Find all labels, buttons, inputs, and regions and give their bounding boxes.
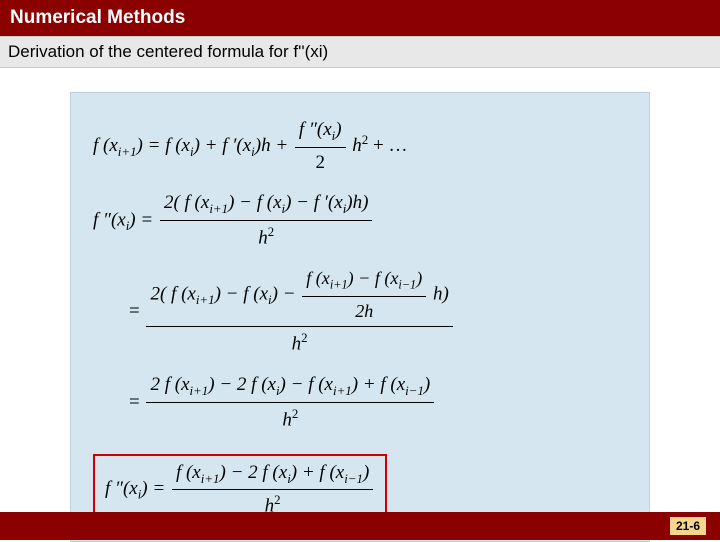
slide-title: Numerical Methods	[10, 7, 185, 29]
subheader-text: Derivation of the centered formula for f…	[8, 42, 328, 62]
slide-subheader: Derivation of the centered formula for f…	[0, 36, 720, 68]
equation-2: f ″(xi) = 2( f (xi+1) − f (xi) − f ′(xi)…	[93, 190, 619, 252]
content-area: f (xi+1) = f (xi) + f ′(xi)h + f ″(xi)2 …	[0, 68, 720, 512]
page-number: 21-6	[670, 517, 706, 535]
equation-1: f (xi+1) = f (xi) + f ′(xi)h + f ″(xi)2 …	[93, 117, 619, 176]
equation-3: = 2( f (xi+1) − f (xi) − f (xi+1) − f (x…	[129, 266, 619, 358]
slide-header: Numerical Methods	[0, 0, 720, 36]
equation-4: = 2 f (xi+1) − 2 f (xi) − f (xi+1) + f (…	[129, 372, 619, 434]
math-derivation-box: f (xi+1) = f (xi) + f ′(xi)h + f ″(xi)2 …	[70, 92, 650, 542]
slide-footer: 21-6	[0, 512, 720, 540]
